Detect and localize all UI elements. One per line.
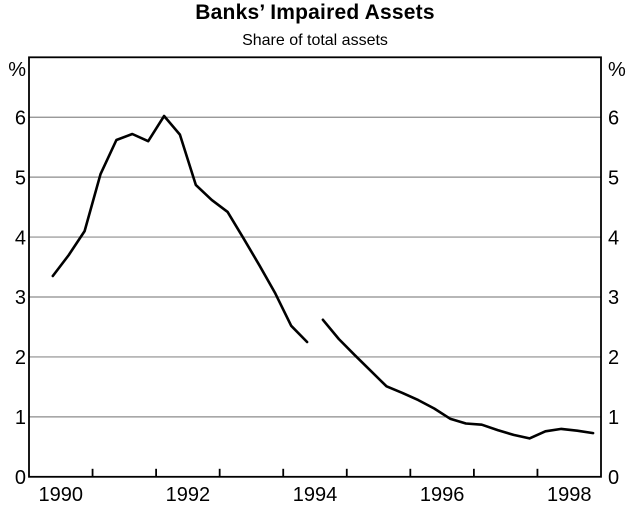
plot-border	[28, 56, 602, 478]
y-tick-label-left: 4	[15, 227, 26, 249]
y-tick-label-right: 6	[608, 107, 619, 129]
chart-title: Banks’ Impaired Assets	[195, 1, 435, 24]
y-tick-label-left: 0	[15, 467, 26, 489]
x-tick-label: 1996	[420, 484, 465, 506]
y-tick-label-right: 5	[608, 167, 619, 189]
y-tick-label-right: 4	[608, 227, 619, 249]
y-tick-label-right: 1	[608, 407, 619, 429]
chart-subtitle: Share of total assets	[242, 32, 388, 49]
x-tick-label: 1998	[547, 484, 592, 506]
x-tick-label: 1994	[293, 484, 338, 506]
y-tick-label-left: 5	[15, 167, 26, 189]
y-tick-label-left: 3	[15, 287, 26, 309]
x-tick-label: 1990	[39, 484, 84, 506]
unit-label-right: %	[608, 59, 626, 81]
impaired-assets-1990-to-mid-1994-line	[51, 114, 309, 344]
y-tick-label-right: 2	[608, 347, 619, 369]
y-tick-label-left: 1	[15, 407, 26, 429]
impaired-assets-mid-1994-to-1998-line	[321, 318, 595, 440]
y-tick-label-left: 2	[15, 347, 26, 369]
y-tick-label-right: 0	[608, 467, 619, 489]
y-tick-label-left: 6	[15, 107, 26, 129]
x-tick-label: 1992	[166, 484, 211, 506]
y-tick-label-right: 3	[608, 287, 619, 309]
unit-label-left: %	[8, 59, 26, 81]
